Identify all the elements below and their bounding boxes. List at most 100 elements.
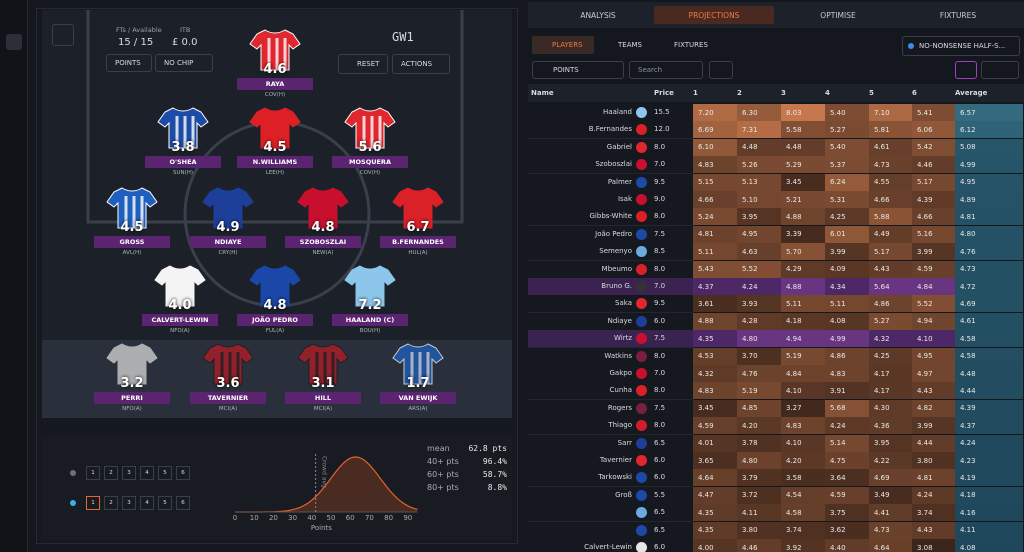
projection-cell: 4.49 — [869, 225, 912, 243]
player-name[interactable]: PERRI — [94, 392, 170, 404]
week-button[interactable]: 6 — [176, 466, 190, 480]
price: 9.0 — [654, 195, 666, 203]
column-header[interactable]: Average — [955, 89, 988, 97]
reset-button[interactable]: RESET — [338, 54, 388, 74]
player-name[interactable]: B.Fernandes — [588, 125, 632, 134]
player-name[interactable]: Palmer — [607, 177, 632, 186]
player-name[interactable]: Isak — [617, 195, 632, 203]
projection-cell: 4.53 — [693, 347, 737, 365]
player-name[interactable]: Sarr — [617, 438, 632, 447]
player-name[interactable]: TAVERNIER — [190, 392, 266, 404]
projection-cell: 3.75 — [825, 504, 869, 522]
player-name[interactable]: Cunha — [609, 386, 633, 395]
sidebar-icon[interactable] — [6, 34, 22, 50]
player-name[interactable]: Calvert-Lewin — [584, 543, 632, 551]
week-button[interactable]: 4 — [140, 466, 154, 480]
projection-cell: 5.37 — [825, 156, 869, 174]
actions-button[interactable]: ACTIONS — [392, 54, 450, 74]
column-header[interactable]: 3 — [781, 89, 786, 97]
player-name[interactable]: Gabriel — [606, 142, 632, 151]
player-points: 4.9 — [216, 220, 240, 235]
week-button[interactable]: 5 — [158, 496, 172, 510]
player-name[interactable]: N.WILLIAMS — [237, 156, 313, 168]
shirt-trim — [175, 116, 195, 148]
week-button[interactable]: 1 — [86, 466, 100, 480]
column-header[interactable]: 2 — [737, 89, 742, 97]
projection-cell: 4.17 — [869, 365, 912, 382]
average-cell: 4.19 — [955, 469, 1023, 487]
team-dot — [636, 124, 647, 136]
search-input[interactable]: Search — [629, 61, 703, 79]
projection-cell: 4.73 — [869, 156, 912, 174]
player-name[interactable]: Tavernier — [599, 456, 632, 464]
player-name[interactable]: NDIAYE — [190, 236, 266, 248]
player-name[interactable]: Groß — [615, 490, 632, 499]
player-name[interactable]: Watkins — [604, 351, 632, 360]
player-name[interactable]: Wirtz — [613, 334, 632, 343]
week-button[interactable]: 2 — [104, 496, 118, 510]
model-select[interactable]: NO-NONSENSE HALF-S... — [902, 36, 1020, 56]
column-header[interactable]: 4 — [825, 89, 830, 97]
projection-cell: 5.14 — [825, 434, 869, 452]
player-name[interactable]: Szoboszlai — [595, 160, 632, 169]
week-button[interactable]: 3 — [122, 466, 136, 480]
player-name[interactable]: Ndiaye — [607, 316, 632, 325]
collapse-button[interactable] — [52, 24, 74, 46]
week-button[interactable]: 1 — [86, 496, 100, 510]
shirt-body — [392, 187, 444, 229]
download-button[interactable] — [981, 61, 1019, 79]
shirt-body — [392, 343, 444, 385]
player-name[interactable]: CALVERT-LEWIN — [142, 314, 218, 326]
week-button[interactable]: 5 — [158, 466, 172, 480]
player-name[interactable]: Gibbs-White — [589, 212, 633, 221]
tab[interactable]: PROJECTIONS — [688, 10, 740, 20]
player-fixture: COV(H) — [359, 170, 381, 176]
player-name[interactable]: JOÃO PEDRO — [237, 314, 313, 326]
player-name[interactable]: RAYA — [237, 78, 313, 90]
subtab[interactable]: TEAMS — [618, 41, 642, 49]
player-name[interactable]: B.FERNANDES — [380, 236, 456, 248]
player-name[interactable]: HILL — [285, 392, 361, 404]
player-name[interactable]: Haaland — [603, 108, 632, 116]
player-name[interactable]: MOSQUERA — [332, 156, 408, 168]
week-button[interactable]: 2 — [104, 466, 118, 480]
player-name[interactable]: VAN EWIJK — [380, 392, 456, 404]
tab[interactable]: FIXTURES — [939, 10, 977, 20]
player-name[interactable]: Thiago — [608, 421, 632, 430]
player-name[interactable]: GROSS — [94, 236, 170, 248]
column-header[interactable]: Price — [654, 89, 674, 97]
player-name[interactable]: Tarkowski — [598, 473, 632, 482]
chip-select[interactable]: NO CHIP — [155, 54, 213, 72]
week-button[interactable]: 6 — [176, 496, 190, 510]
info-button[interactable] — [955, 61, 977, 79]
shirt — [344, 107, 396, 149]
column-header[interactable]: 5 — [869, 89, 874, 97]
column-header[interactable]: 6 — [912, 89, 917, 97]
player-name[interactable]: SZOBOSZLAI — [285, 236, 361, 248]
week-button[interactable]: 4 — [140, 496, 154, 510]
tab[interactable]: ANALYSIS — [580, 10, 616, 20]
player-name[interactable]: Rogers — [607, 403, 632, 412]
week-button[interactable]: 3 — [122, 496, 136, 510]
player-name[interactable]: Gakpo — [609, 369, 633, 377]
subtab[interactable]: PLAYERS — [532, 36, 594, 54]
projection-cell: 3.79 — [737, 469, 781, 487]
player-name[interactable]: O'SHEA — [145, 156, 221, 168]
subtab[interactable]: FIXTURES — [674, 41, 708, 49]
projection-cell: 3.65 — [693, 452, 737, 469]
player-name[interactable]: HAALAND (C) — [332, 314, 408, 326]
projection-cell: 4.66 — [869, 191, 912, 208]
player-name[interactable]: Bruno G. — [601, 282, 632, 290]
tab[interactable]: OPTIMISE — [820, 10, 856, 20]
filter-button[interactable] — [709, 61, 733, 79]
player-name[interactable]: Saka — [615, 299, 632, 308]
metric-select[interactable]: POINTS — [106, 54, 152, 72]
metric-select[interactable]: POINTS — [532, 61, 624, 79]
player-name[interactable]: Mbeumo — [601, 264, 632, 273]
column-header[interactable]: Name — [531, 89, 554, 97]
average-cell: 4.99 — [955, 156, 1023, 174]
player-name[interactable]: João Pedro — [595, 229, 632, 238]
player-name[interactable]: Semenyo — [599, 247, 632, 256]
column-header[interactable]: 1 — [693, 89, 698, 97]
